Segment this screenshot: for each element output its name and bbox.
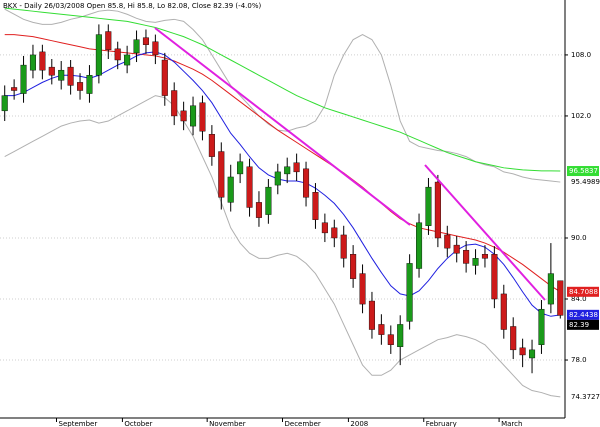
candle-body [312, 192, 319, 220]
candle-body [105, 31, 112, 51]
candle-body [48, 66, 55, 76]
candle-body [180, 110, 187, 122]
y-tick-label: 102.0 [571, 112, 591, 120]
candle-body [255, 202, 262, 218]
candle-body [171, 90, 178, 117]
candle-body [29, 54, 36, 71]
candle-body [86, 75, 93, 94]
candle-body [368, 300, 375, 330]
candle-body [472, 258, 479, 266]
value-label-box [567, 286, 599, 297]
candle-body [425, 186, 432, 226]
candle-body [133, 39, 140, 54]
grid [0, 54, 565, 361]
candle-body [39, 51, 46, 71]
x-tick-label: February [426, 420, 457, 427]
x-tick-label: November [209, 420, 246, 427]
candle-body [114, 48, 121, 61]
overlays [4, 7, 561, 398]
value-label: 74.3727 [571, 393, 600, 401]
candle-body [58, 69, 65, 81]
candle-body [510, 326, 517, 351]
candle-body [237, 161, 244, 175]
candle-body [444, 234, 451, 249]
value-label-box [567, 309, 599, 320]
series-line [4, 51, 561, 317]
candle-body [406, 263, 413, 322]
candle-body [303, 168, 310, 198]
y-tick-label: 84.0 [571, 295, 587, 303]
value-label-box [567, 319, 599, 330]
x-tick-label: December [285, 420, 321, 427]
candle-body [246, 166, 253, 208]
y-tick-label: 108.0 [571, 51, 591, 59]
candle-body [142, 37, 149, 45]
candle-body [11, 87, 18, 91]
candle-body [529, 349, 536, 359]
candle-body [67, 66, 74, 86]
x-tick-label: 2008 [350, 420, 368, 427]
series-line [4, 8, 561, 183]
candle-body [20, 64, 27, 94]
candle-body [547, 273, 554, 305]
candle-body [491, 254, 498, 300]
candle-body [378, 324, 385, 335]
candle-body [416, 222, 423, 269]
candle-body [95, 34, 102, 76]
candle-body [500, 293, 507, 330]
candle-body [274, 171, 281, 186]
candle-body [218, 151, 225, 198]
trend-line [154, 27, 411, 226]
candle-body [124, 54, 131, 66]
value-label-box [567, 166, 599, 177]
candle-body [161, 59, 168, 96]
candle-body [387, 334, 394, 345]
candle-body [519, 347, 526, 356]
candle-body [77, 82, 84, 91]
candle-body [481, 254, 488, 259]
candle-body [321, 222, 328, 234]
value-label: 95.4989 [571, 178, 600, 186]
candle-body [331, 227, 338, 239]
y-tick-label: 90.0 [571, 234, 587, 242]
candle-body [397, 324, 404, 348]
candle-body [1, 95, 8, 112]
x-tick-label: March [501, 420, 522, 427]
candle-body [293, 162, 300, 173]
candle-body [340, 234, 347, 259]
candle-body [284, 166, 291, 175]
y-tick-label: 78.0 [571, 356, 587, 364]
candle-body [453, 244, 460, 254]
trend-line [424, 164, 546, 301]
candle-body [152, 41, 159, 56]
candle-body [350, 254, 357, 279]
candle-body [538, 308, 545, 345]
x-tick-label: September [59, 420, 98, 427]
candles [1, 24, 564, 374]
candle-body [227, 176, 234, 203]
candle-body [359, 273, 366, 305]
candle-body [265, 186, 272, 215]
value-label: 82.4438 [569, 311, 598, 319]
candle-body [463, 249, 470, 264]
candle-body [208, 134, 215, 157]
series-line [4, 7, 561, 172]
value-label: 82.39 [569, 321, 589, 329]
candle-body [557, 280, 564, 316]
candle-body [199, 102, 206, 132]
x-tick-label: October [124, 420, 152, 427]
value-label: 84.7088 [569, 288, 598, 296]
chart-title: BKX - Daily 26/03/2008 Open 85.8, Hi 85.… [3, 2, 261, 10]
labels: 108.0 102.0 90.0 84.0 78.0 September October No… [56, 51, 600, 427]
value-label: 96.5837 [569, 167, 598, 175]
series-line [4, 95, 561, 398]
candle-body [190, 105, 197, 127]
candle-body [434, 181, 441, 239]
